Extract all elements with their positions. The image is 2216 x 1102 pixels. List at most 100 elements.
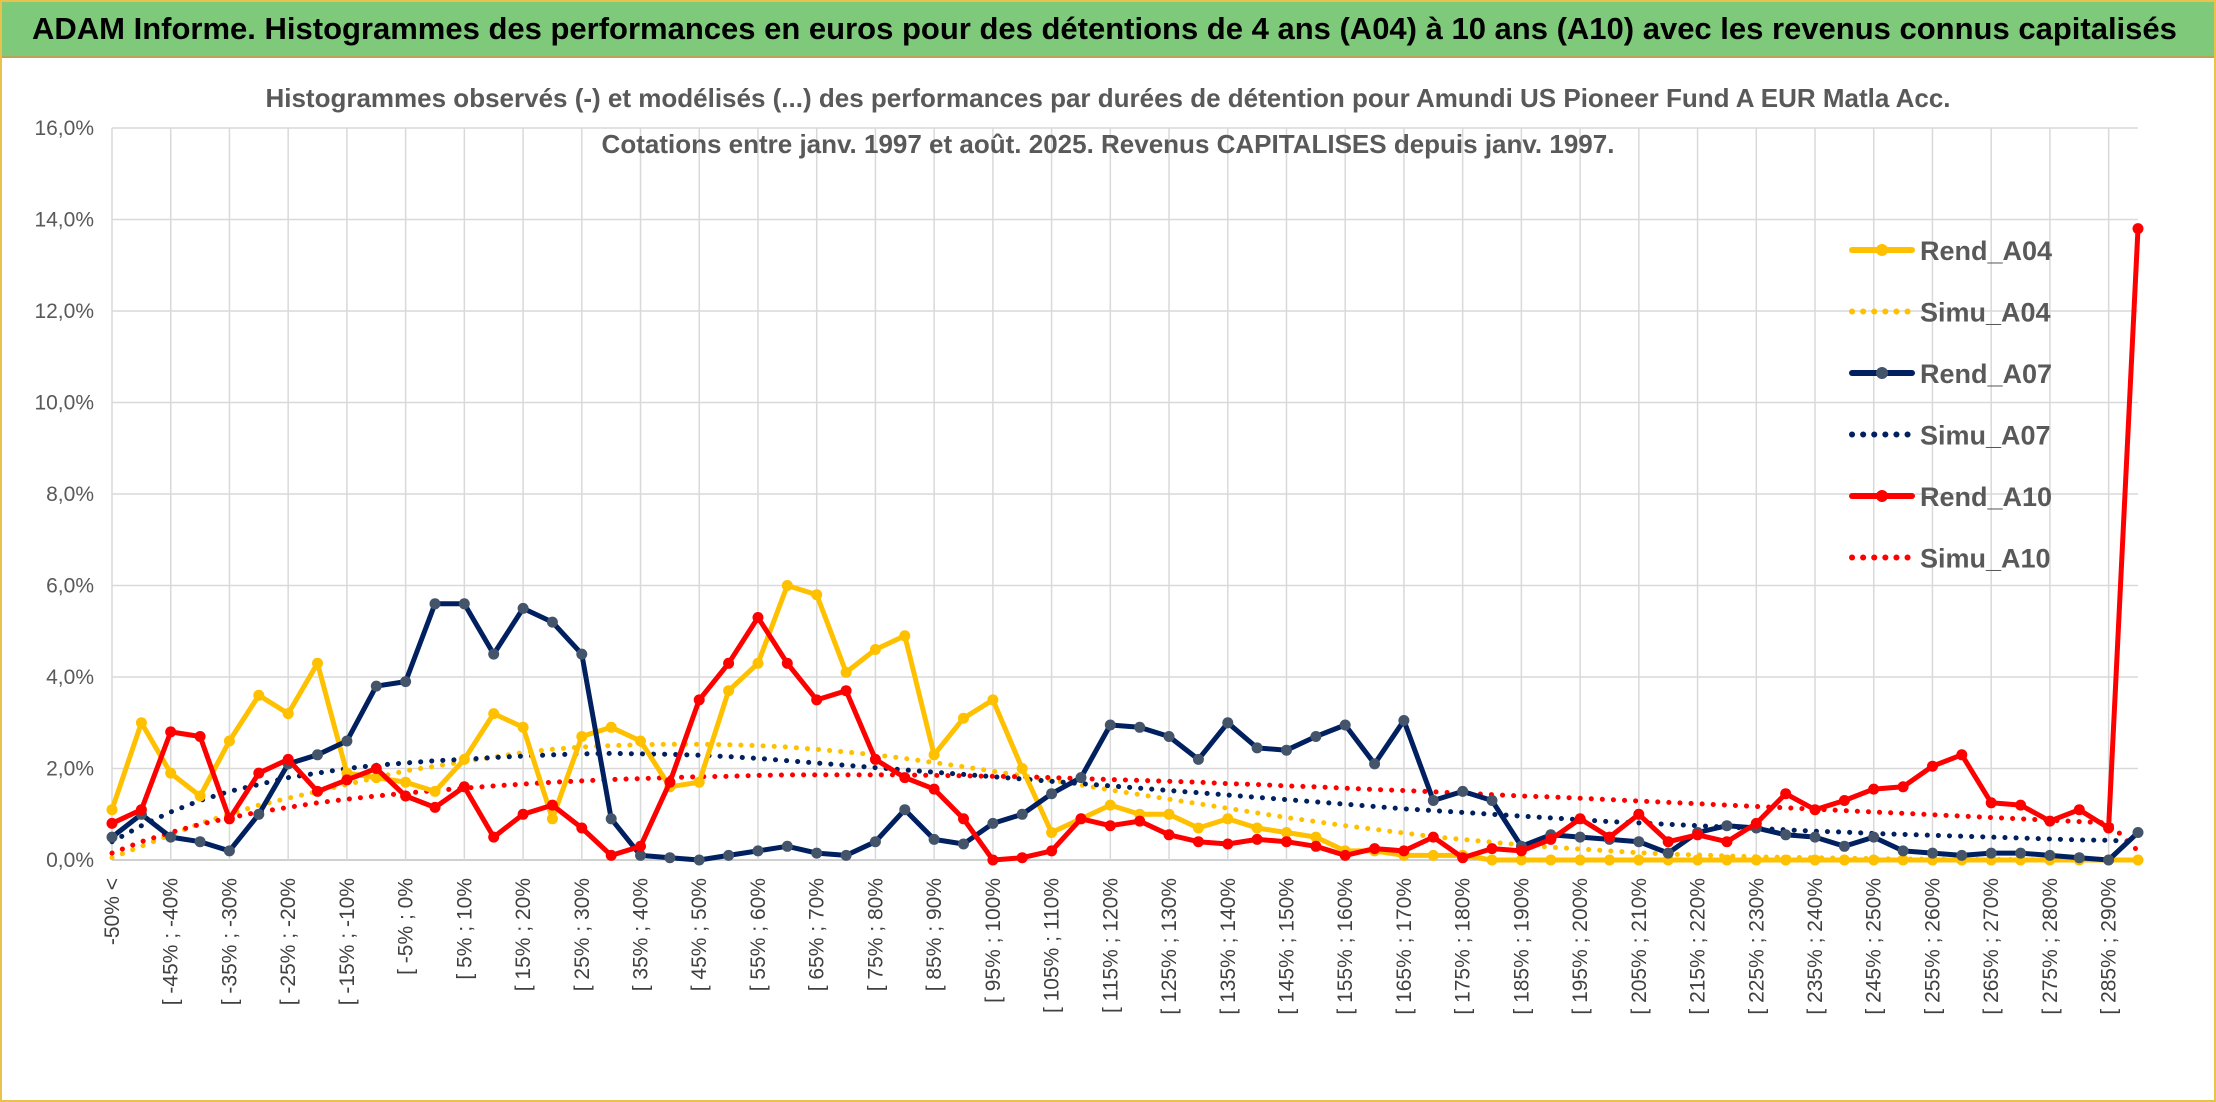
legend-item-simu_a10: Simu_A10	[1849, 544, 2051, 574]
data-point	[165, 767, 177, 779]
data-point	[605, 813, 617, 825]
legend-item-rend_a10: Rend_A10	[1849, 482, 2052, 512]
series-simu_a10	[109, 772, 2141, 856]
x-tick-label: [ 5% ; 10%	[453, 878, 476, 980]
data-point	[1310, 831, 1322, 843]
data-point	[899, 630, 911, 642]
x-axis-ticks: -50% < [ -45% ; -40% [ -35% ; -30% [ -25% ;…	[101, 878, 2121, 1015]
x-tick-label: [ 35% ; 40%	[630, 878, 653, 991]
data-point	[1398, 715, 1410, 726]
data-point	[1574, 813, 1586, 825]
data-point	[987, 694, 999, 706]
data-point	[752, 612, 764, 623]
data-point	[194, 790, 206, 802]
data-point	[1633, 854, 1645, 866]
x-tick-label: [ 205% ; 210%	[1628, 878, 1651, 1015]
chart-title-line-1: Histogrammes observés (-) et modélisés (…	[265, 83, 1950, 113]
data-point	[458, 753, 470, 765]
data-point	[2044, 849, 2056, 861]
x-tick-label: [ 85% ; 90%	[923, 878, 946, 991]
data-point	[1633, 836, 1645, 848]
data-point	[1927, 847, 1938, 859]
data-point	[370, 772, 382, 784]
data-point	[1163, 731, 1175, 742]
data-point	[1192, 822, 1204, 834]
legend-label: Rend_A04	[1920, 236, 2052, 266]
data-point	[312, 749, 323, 761]
data-point	[723, 657, 735, 669]
data-point	[1985, 797, 1997, 809]
legend-item-rend_a07: Rend_A07	[1849, 359, 2052, 389]
x-tick-label: [ 125% ; 130%	[1158, 878, 1181, 1015]
x-tick-label: [ 265% ; 270%	[1980, 878, 2003, 1015]
data-point	[1046, 827, 1058, 838]
data-point	[1897, 854, 1909, 866]
data-point	[1427, 849, 1439, 861]
data-point	[723, 685, 735, 697]
data-point	[1192, 836, 1204, 848]
data-point	[1780, 854, 1792, 866]
legend-label: Simu_A07	[1920, 421, 2051, 451]
data-point	[1692, 854, 1704, 866]
data-point	[752, 657, 764, 669]
data-point	[106, 804, 118, 816]
data-point	[1486, 795, 1498, 806]
data-point	[1868, 831, 1880, 843]
y-tick-label: 4,0%	[46, 666, 94, 689]
data-point	[811, 589, 823, 601]
data-point	[1192, 753, 1204, 765]
data-point	[1281, 836, 1292, 848]
data-point	[1457, 852, 1469, 864]
data-point	[2044, 815, 2056, 827]
legend-item-simu_a07: Simu_A07	[1849, 421, 2051, 451]
data-point	[1222, 717, 1234, 729]
data-point	[664, 776, 676, 788]
data-point	[1427, 831, 1439, 843]
data-point	[1427, 795, 1439, 806]
legend-label: Rend_A07	[1920, 359, 2052, 389]
data-point	[1222, 838, 1234, 850]
x-tick-label: -50% <	[101, 878, 124, 945]
data-point	[576, 731, 588, 742]
data-point	[1515, 845, 1527, 857]
legend-label: Simu_A04	[1920, 298, 2051, 328]
x-tick-label: [ 165% ; 170%	[1393, 878, 1416, 1015]
data-point	[488, 708, 500, 720]
data-point	[752, 845, 764, 857]
data-point	[282, 708, 294, 720]
data-point	[958, 813, 969, 825]
x-tick-label: [ 135% ; 140%	[1217, 878, 1240, 1015]
y-tick-label: 14,0%	[34, 209, 94, 232]
legend-marker	[1876, 244, 1888, 256]
data-point	[605, 721, 617, 733]
x-tick-label: [ 285% ; 290%	[2098, 878, 2121, 1015]
data-point	[928, 749, 940, 761]
data-point	[312, 657, 323, 669]
data-point	[840, 666, 852, 678]
data-point	[899, 772, 911, 784]
data-point	[135, 804, 147, 816]
data-point	[106, 817, 118, 829]
data-point	[1046, 845, 1058, 857]
data-point	[1604, 854, 1615, 866]
x-tick-label: [ 275% ; 280%	[2039, 878, 2062, 1015]
data-point	[1075, 772, 1087, 784]
data-point	[2132, 827, 2144, 838]
y-tick-label: 12,0%	[34, 300, 94, 323]
series-line-rend_a04	[109, 583, 2141, 863]
data-point	[370, 680, 382, 692]
x-tick-label: [ 55% ; 60%	[747, 878, 770, 991]
data-point	[1016, 763, 1028, 774]
data-point	[1486, 854, 1498, 866]
data-point	[1897, 845, 1909, 857]
data-point	[1281, 827, 1292, 838]
data-point	[928, 783, 940, 795]
x-tick-label: [ 15% ; 20%	[512, 878, 535, 991]
data-point	[2132, 223, 2144, 235]
data-point	[869, 644, 881, 655]
x-tick-label: [ -25% ; -20%	[277, 878, 300, 1005]
data-point	[429, 801, 441, 813]
data-point	[400, 676, 412, 688]
data-point	[899, 804, 911, 816]
